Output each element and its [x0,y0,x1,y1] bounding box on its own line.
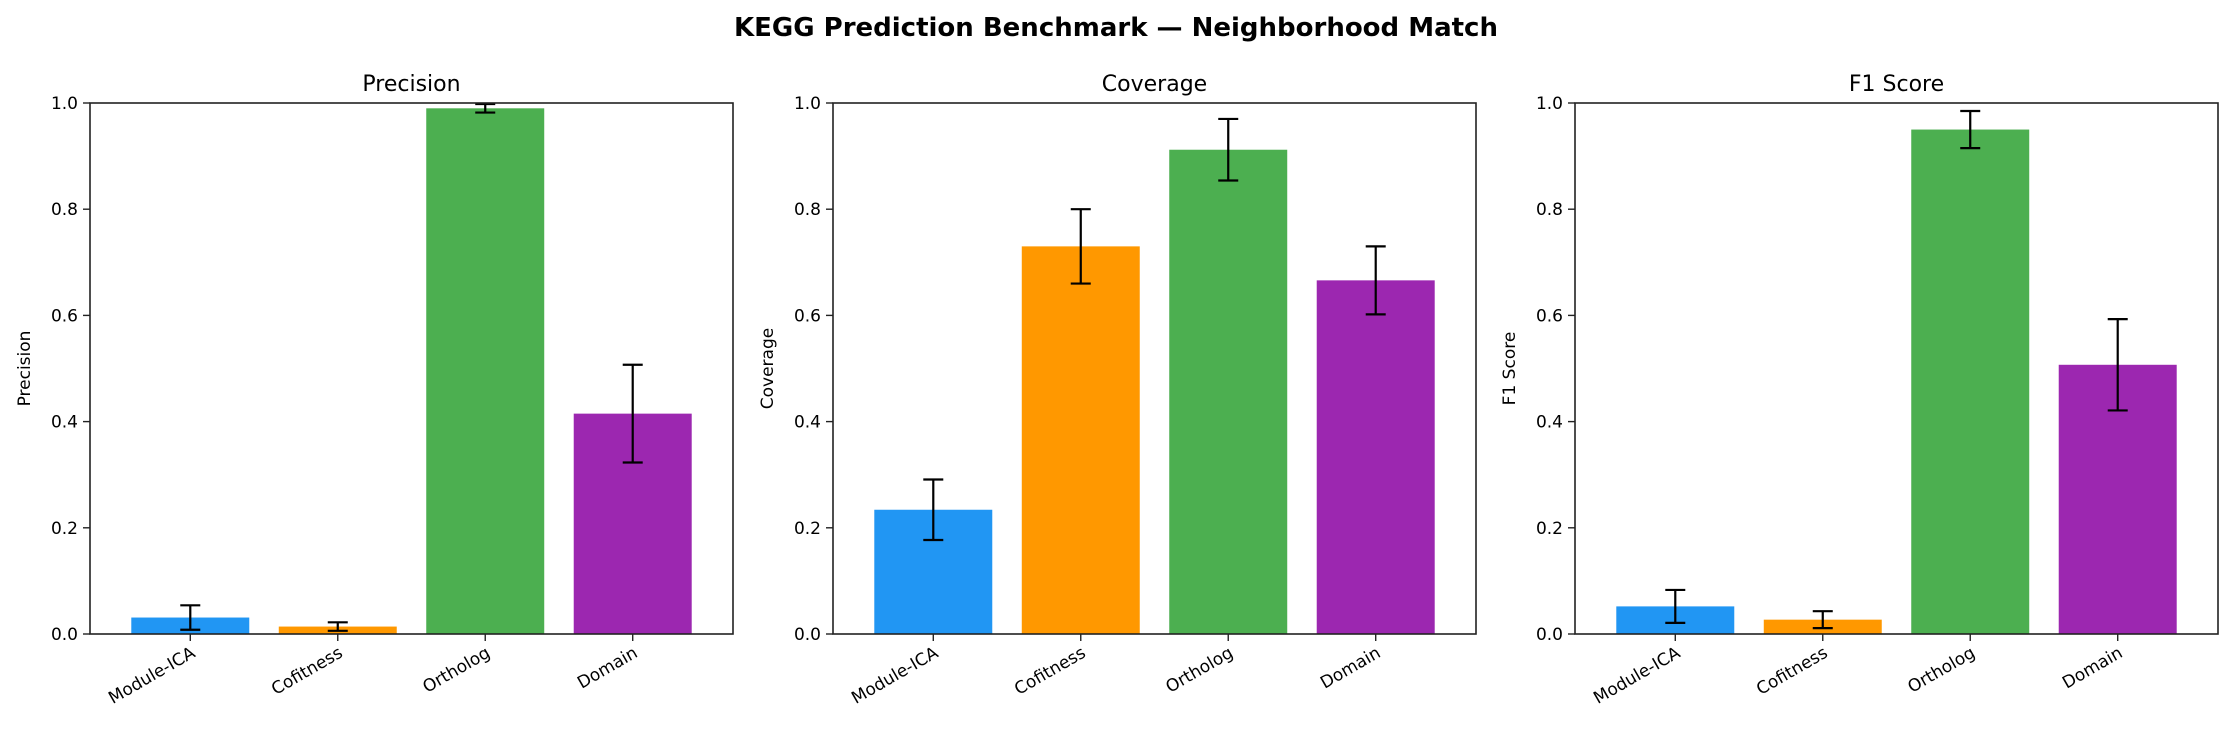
y-tick-label: 0.2 [794,519,821,539]
x-tick-label: Cofitness [1753,643,1831,700]
y-tick-label: 0.0 [51,625,78,645]
y-tick-label: 0.2 [51,519,78,539]
y-tick-label: 0.4 [1536,413,1563,433]
x-tick-label: Ortholog [420,643,494,697]
y-tick-label: 0.8 [794,200,821,220]
figure-title: KEGG Prediction Benchmark — Neighborhood… [734,13,1498,43]
y-tick-label: 0.4 [794,413,821,433]
y-tick-label: 1.0 [1536,94,1563,114]
y-tick-label: 0.6 [794,306,821,326]
x-tick-label: Ortholog [1905,643,1979,697]
bar [1911,129,2030,635]
y-tick-label: 1.0 [794,94,821,114]
bar [1021,246,1140,634]
bar [1316,280,1435,634]
y-tick-label: 0.8 [1536,200,1563,220]
y-axis-label: Coverage [758,328,778,409]
panel-title: Coverage [1102,72,1207,97]
y-tick-label: 0.0 [1536,625,1563,645]
x-tick-label: Domain [2059,643,2126,693]
y-tick-label: 0.0 [794,625,821,645]
y-tick-label: 0.4 [51,413,78,433]
y-tick-label: 0.6 [1536,306,1563,326]
axes-frame [832,102,1477,635]
y-axis-label: F1 Score [1500,332,1520,406]
x-tick-label: Cofitness [268,643,346,700]
y-tick-label: 0.8 [51,200,78,220]
x-tick-label: Domain [574,643,641,693]
x-tick-label: Cofitness [1011,643,1089,700]
panel-coverage: 0.0 0.2 0.4 0.6 0.8 1.0 Module-ICA Cofitness Ort… [758,72,1477,709]
y-tick-label: 0.6 [51,306,78,326]
panel-f1-score: 0.0 0.2 0.4 0.6 0.8 1.0 Module-ICA Cofitness Ort… [1500,72,2219,709]
y-tick-label: 0.2 [1536,519,1563,539]
x-tick-label: Module-ICA [1590,643,1684,709]
panel-title: Precision [362,72,460,97]
x-tick-label: Module-ICA [105,643,199,709]
axes-frame [89,102,734,635]
x-tick-label: Domain [1317,643,1384,693]
bar [426,108,545,634]
x-tick-label: Ortholog [1163,643,1237,697]
panel-title: F1 Score [1849,72,1944,97]
x-tick-label: Module-ICA [848,643,942,709]
panel-precision: 0.0 0.2 0.4 0.6 0.8 1.0 Module-ICA Cofitness Ort… [15,72,734,709]
y-tick-label: 1.0 [51,94,78,114]
bar [1169,149,1288,634]
axes-frame [1574,102,2219,635]
y-axis-label: Precision [15,331,35,407]
